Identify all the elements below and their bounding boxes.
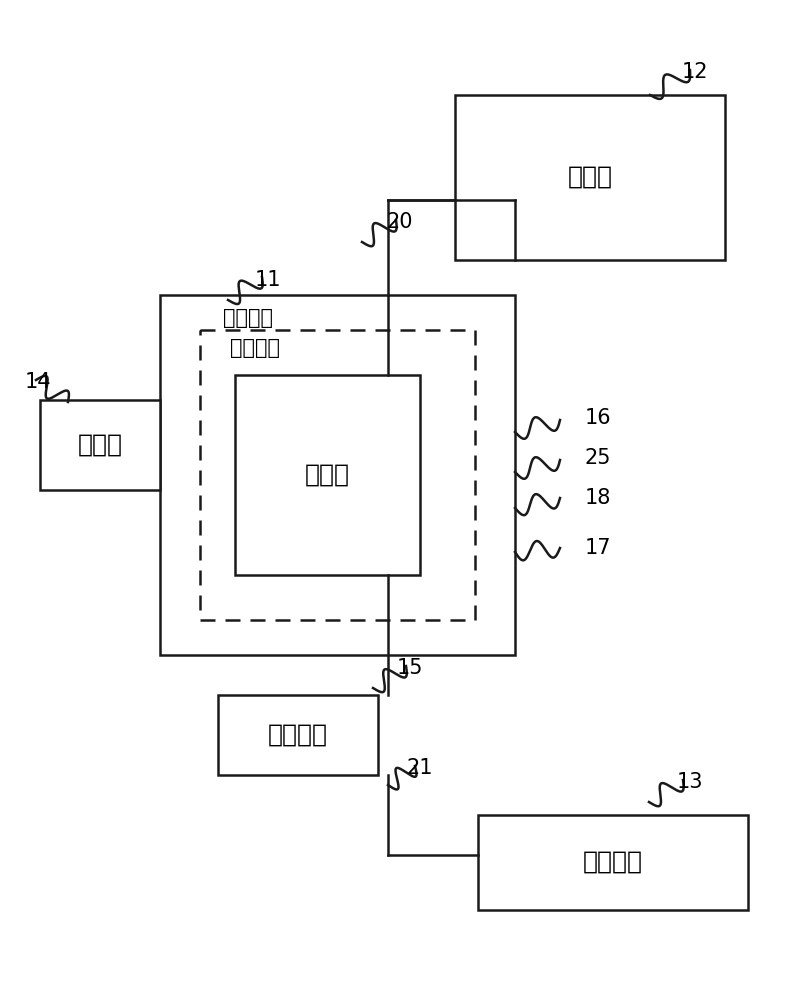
Text: 20: 20 <box>387 212 413 232</box>
Bar <box>455 95 724 260</box>
Bar <box>160 295 514 655</box>
Bar <box>217 695 378 775</box>
Bar <box>235 375 419 575</box>
Text: 21: 21 <box>407 758 433 778</box>
Text: 12: 12 <box>681 62 707 82</box>
Text: 13: 13 <box>676 772 703 792</box>
Text: 储料罐: 储料罐 <box>567 165 612 189</box>
Text: 16: 16 <box>584 408 610 428</box>
Text: 污水系统: 污水系统 <box>582 850 642 874</box>
Text: 显示屏: 显示屏 <box>78 433 123 457</box>
Text: 称量部件: 称量部件 <box>229 338 280 358</box>
Text: 25: 25 <box>584 448 610 468</box>
Bar <box>40 400 160 490</box>
Text: 计量腔室: 计量腔室 <box>223 308 273 328</box>
Bar <box>477 815 747 910</box>
Text: 15: 15 <box>396 658 423 678</box>
Text: 11: 11 <box>254 270 281 290</box>
Text: 14: 14 <box>25 372 51 392</box>
Text: 计量桶: 计量桶 <box>304 463 349 487</box>
Text: 第一阀门: 第一阀门 <box>268 723 327 747</box>
Text: 18: 18 <box>584 488 610 508</box>
Text: 17: 17 <box>584 538 610 558</box>
Bar <box>200 330 475 620</box>
